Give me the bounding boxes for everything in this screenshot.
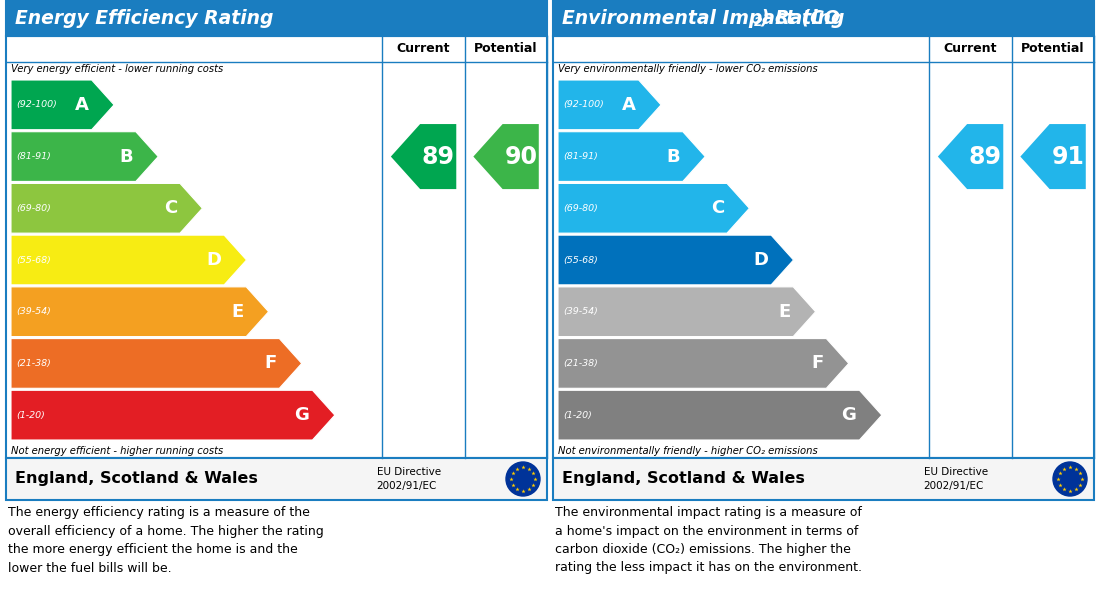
Text: B: B xyxy=(119,147,133,166)
Polygon shape xyxy=(558,390,882,440)
Text: G: G xyxy=(295,406,309,424)
Text: (1-20): (1-20) xyxy=(16,411,45,420)
Polygon shape xyxy=(11,390,334,440)
Circle shape xyxy=(1053,462,1087,496)
Text: B: B xyxy=(667,147,680,166)
Text: (21-38): (21-38) xyxy=(16,359,51,368)
Polygon shape xyxy=(558,235,793,285)
Text: (69-80): (69-80) xyxy=(563,204,598,213)
Text: C: C xyxy=(711,200,724,217)
Text: Very environmentally friendly - lower CO₂ emissions: Very environmentally friendly - lower CO… xyxy=(558,64,817,74)
Text: 89: 89 xyxy=(422,144,455,168)
Polygon shape xyxy=(389,123,458,190)
Text: (92-100): (92-100) xyxy=(16,100,57,110)
Polygon shape xyxy=(11,80,114,130)
Text: Potential: Potential xyxy=(474,42,538,56)
Text: Current: Current xyxy=(397,42,450,56)
Text: Environmental Impact (CO: Environmental Impact (CO xyxy=(562,9,840,28)
Text: E: E xyxy=(231,303,243,321)
Polygon shape xyxy=(558,80,661,130)
Polygon shape xyxy=(11,132,158,181)
Bar xyxy=(6,0,547,36)
Text: D: D xyxy=(206,251,221,269)
Text: 91: 91 xyxy=(1052,144,1085,168)
Text: Energy Efficiency Rating: Energy Efficiency Rating xyxy=(15,9,274,28)
Text: (81-91): (81-91) xyxy=(563,152,598,161)
Bar xyxy=(553,36,1094,458)
Polygon shape xyxy=(11,235,246,285)
Text: Potential: Potential xyxy=(1021,42,1085,56)
Text: EU Directive
2002/91/EC: EU Directive 2002/91/EC xyxy=(376,468,441,491)
Text: D: D xyxy=(754,251,768,269)
Text: C: C xyxy=(164,200,177,217)
Bar xyxy=(553,458,1094,500)
Polygon shape xyxy=(11,338,301,388)
Text: 89: 89 xyxy=(969,144,1002,168)
Text: 90: 90 xyxy=(505,144,538,168)
Polygon shape xyxy=(558,132,705,181)
Text: A: A xyxy=(621,96,636,114)
Text: (39-54): (39-54) xyxy=(16,307,51,316)
Text: F: F xyxy=(264,354,276,373)
Text: Current: Current xyxy=(944,42,997,56)
Bar xyxy=(6,36,547,458)
Text: ) Rating: ) Rating xyxy=(761,9,846,28)
Text: Not energy efficient - higher running costs: Not energy efficient - higher running co… xyxy=(11,446,223,456)
Polygon shape xyxy=(11,184,202,233)
Circle shape xyxy=(506,462,540,496)
Text: England, Scotland & Wales: England, Scotland & Wales xyxy=(562,471,805,487)
Text: (1-20): (1-20) xyxy=(563,411,592,420)
Polygon shape xyxy=(558,287,815,337)
Text: (21-38): (21-38) xyxy=(563,359,598,368)
Text: (81-91): (81-91) xyxy=(16,152,51,161)
Polygon shape xyxy=(11,287,268,337)
Text: EU Directive
2002/91/EC: EU Directive 2002/91/EC xyxy=(924,468,988,491)
Text: The environmental impact rating is a measure of
a home's impact on the environme: The environmental impact rating is a mea… xyxy=(556,506,862,575)
Polygon shape xyxy=(472,123,540,190)
Text: (92-100): (92-100) xyxy=(563,100,604,110)
Text: 2: 2 xyxy=(754,15,762,29)
Text: The energy efficiency rating is a measure of the
overall efficiency of a home. T: The energy efficiency rating is a measur… xyxy=(8,506,323,575)
Text: F: F xyxy=(811,354,823,373)
Polygon shape xyxy=(936,123,1004,190)
Text: (69-80): (69-80) xyxy=(16,204,51,213)
Text: A: A xyxy=(75,96,89,114)
Polygon shape xyxy=(558,338,849,388)
Text: Very energy efficient - lower running costs: Very energy efficient - lower running co… xyxy=(11,64,223,74)
Bar xyxy=(553,0,1094,36)
Text: England, Scotland & Wales: England, Scotland & Wales xyxy=(15,471,257,487)
Text: Not environmentally friendly - higher CO₂ emissions: Not environmentally friendly - higher CO… xyxy=(558,446,817,456)
Text: (55-68): (55-68) xyxy=(563,255,598,264)
Bar xyxy=(6,458,547,500)
Text: E: E xyxy=(778,303,790,321)
Text: (39-54): (39-54) xyxy=(563,307,598,316)
Text: G: G xyxy=(842,406,857,424)
Polygon shape xyxy=(558,184,749,233)
Text: (55-68): (55-68) xyxy=(16,255,51,264)
Polygon shape xyxy=(1019,123,1087,190)
